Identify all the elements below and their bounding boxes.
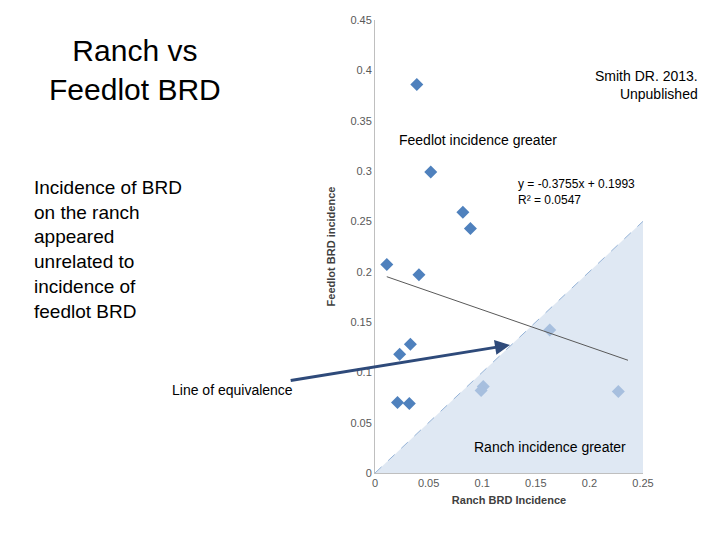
svg-text:Incidence of BRDon the ranchap: Incidence of BRDon the ranchappearedunre…	[34, 177, 182, 322]
svg-text:y = -0.3755x + 0.1993R² = 0.05: y = -0.3755x + 0.1993R² = 0.0547	[518, 177, 635, 207]
svg-text:0.1: 0.1	[475, 477, 490, 489]
svg-text:0.05: 0.05	[350, 417, 371, 429]
svg-text:0: 0	[372, 477, 378, 489]
svg-text:Ranch vsFeedlot BRD: Ranch vsFeedlot BRD	[49, 34, 221, 106]
svg-text:0.4: 0.4	[357, 64, 372, 76]
svg-text:0.25: 0.25	[632, 477, 653, 489]
svg-text:Smith DR. 2013.Unpublished: Smith DR. 2013.Unpublished	[595, 68, 698, 102]
svg-text:0.1: 0.1	[357, 366, 372, 378]
svg-text:0.45: 0.45	[350, 14, 371, 26]
svg-text:0.2: 0.2	[357, 266, 372, 278]
svg-text:Ranch incidence greater: Ranch incidence greater	[474, 439, 626, 455]
svg-text:Feedlot incidence greater: Feedlot incidence greater	[399, 132, 557, 148]
svg-text:0.25: 0.25	[350, 215, 371, 227]
svg-text:0: 0	[366, 467, 372, 479]
svg-text:0.35: 0.35	[350, 115, 371, 127]
svg-text:0.15: 0.15	[525, 477, 546, 489]
svg-text:0.15: 0.15	[350, 316, 371, 328]
svg-text:0.05: 0.05	[418, 477, 439, 489]
svg-text:0.3: 0.3	[357, 165, 372, 177]
svg-text:Ranch BRD Incidence: Ranch BRD Incidence	[452, 494, 566, 506]
svg-text:Feedlot BRD incidence: Feedlot BRD incidence	[325, 187, 337, 307]
svg-text:Line of equivalence: Line of equivalence	[172, 382, 293, 398]
svg-text:0.2: 0.2	[582, 477, 597, 489]
